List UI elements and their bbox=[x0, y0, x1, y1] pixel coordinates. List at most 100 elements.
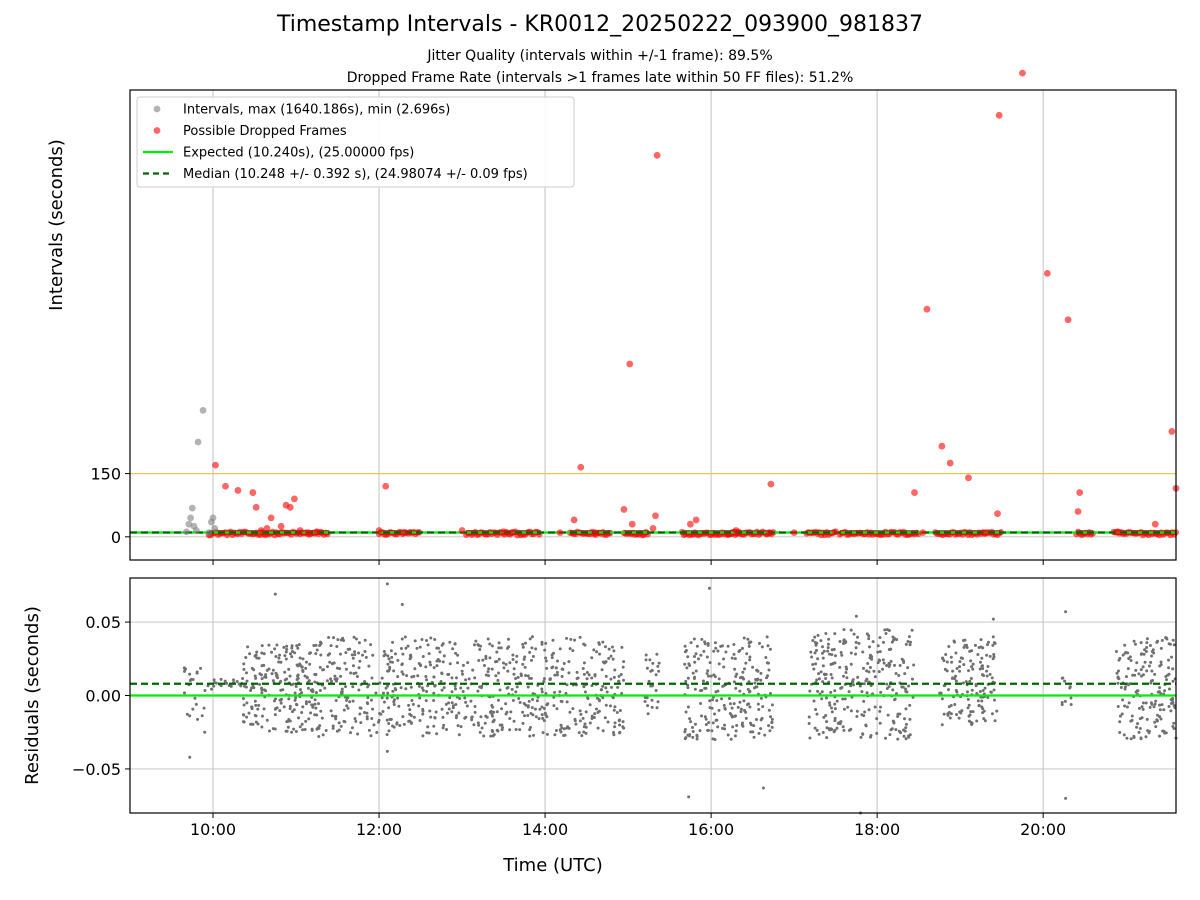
residual-point bbox=[1127, 701, 1131, 705]
residual-point bbox=[732, 642, 736, 646]
residual-point bbox=[980, 705, 984, 709]
residual-point bbox=[491, 730, 495, 734]
residual-point bbox=[357, 651, 361, 655]
residual-point bbox=[610, 645, 614, 649]
bottom-y-axis-label: Residuals (seconds) bbox=[22, 606, 43, 785]
residual-point bbox=[1172, 703, 1176, 707]
residual-point bbox=[808, 736, 812, 740]
residual-point bbox=[847, 728, 851, 732]
residual-point bbox=[608, 704, 612, 708]
residual-point bbox=[877, 670, 881, 674]
residual-point bbox=[260, 644, 264, 648]
residual-point bbox=[888, 733, 892, 737]
residual-point bbox=[983, 686, 987, 690]
residual-point bbox=[875, 731, 879, 735]
residual-point bbox=[473, 705, 477, 709]
residual-point bbox=[426, 684, 430, 688]
residual-point bbox=[845, 676, 849, 680]
residual-point bbox=[440, 643, 444, 647]
residual-point bbox=[657, 669, 661, 673]
residual-point bbox=[833, 654, 837, 658]
interval-point bbox=[193, 527, 200, 534]
residual-point bbox=[253, 674, 257, 678]
residual-point bbox=[951, 669, 955, 673]
residual-point bbox=[522, 657, 526, 661]
residual-point bbox=[558, 728, 562, 732]
residual-point bbox=[371, 707, 375, 711]
residual-point bbox=[907, 735, 911, 739]
residual-point bbox=[590, 717, 594, 721]
residual-point bbox=[613, 721, 617, 725]
dropped-frame-point bbox=[277, 522, 285, 530]
residual-point bbox=[403, 635, 407, 639]
residual-point bbox=[1118, 656, 1122, 660]
dropped-frame-point bbox=[508, 529, 516, 537]
residual-point bbox=[694, 669, 698, 673]
residual-point bbox=[657, 661, 661, 665]
residual-point bbox=[258, 682, 262, 686]
interval-point bbox=[209, 514, 217, 522]
residual-point bbox=[912, 663, 916, 667]
residual-point bbox=[293, 698, 297, 702]
residual-point bbox=[842, 628, 846, 632]
residual-point bbox=[1167, 672, 1171, 676]
bottom-xtick-label: 20:00 bbox=[1020, 820, 1066, 839]
residual-point bbox=[738, 648, 742, 652]
residual-point bbox=[612, 733, 616, 737]
residual-point bbox=[257, 703, 261, 707]
residual-point bbox=[814, 662, 818, 666]
residual-point bbox=[968, 649, 972, 653]
residual-point bbox=[851, 678, 855, 682]
residual-point bbox=[323, 686, 327, 690]
residual-point bbox=[392, 698, 396, 702]
residual-point bbox=[424, 699, 428, 703]
residual-point bbox=[946, 713, 950, 717]
residual-point bbox=[730, 706, 734, 710]
residual-point bbox=[1114, 650, 1118, 654]
residual-point bbox=[841, 725, 845, 729]
residual-point bbox=[484, 657, 488, 661]
residual-point bbox=[711, 737, 715, 741]
residual-point bbox=[512, 667, 516, 671]
residual-point bbox=[968, 713, 972, 717]
residual-point bbox=[1141, 701, 1145, 705]
residual-point bbox=[904, 737, 908, 741]
residual-point bbox=[567, 726, 571, 730]
residual-point bbox=[1134, 668, 1138, 672]
residual-point bbox=[686, 655, 690, 659]
residual-point bbox=[495, 728, 499, 732]
residual-point bbox=[239, 684, 243, 688]
residual-point bbox=[835, 699, 839, 703]
residual-point bbox=[426, 643, 430, 647]
residual-point bbox=[551, 638, 555, 642]
residual-point bbox=[321, 733, 325, 737]
residual-point bbox=[552, 695, 556, 699]
residual-point bbox=[981, 664, 985, 668]
residual-point bbox=[471, 668, 475, 672]
residual-point bbox=[487, 667, 491, 671]
dropped-frame-point bbox=[628, 520, 636, 528]
residual-point bbox=[329, 677, 333, 681]
residual-point bbox=[353, 717, 357, 721]
residual-point bbox=[613, 668, 617, 672]
residual-point bbox=[342, 638, 346, 642]
residual-point bbox=[361, 653, 365, 657]
residual-point bbox=[492, 710, 496, 714]
residual-point bbox=[489, 709, 493, 713]
residual-point bbox=[891, 635, 895, 639]
residual-point bbox=[346, 706, 350, 710]
residual-point bbox=[578, 719, 582, 723]
residual-point bbox=[731, 725, 735, 729]
residual-point bbox=[967, 669, 971, 673]
residual-point bbox=[977, 704, 981, 708]
legend-box bbox=[136, 96, 575, 188]
residual-point bbox=[300, 665, 304, 669]
residual-point bbox=[284, 657, 288, 661]
residual-point bbox=[335, 645, 339, 649]
residual-point bbox=[203, 730, 207, 734]
residual-point bbox=[517, 696, 521, 700]
residual-point bbox=[241, 677, 245, 681]
residual-point bbox=[466, 686, 470, 690]
residual-point bbox=[845, 667, 849, 671]
residual-point bbox=[1125, 705, 1129, 709]
